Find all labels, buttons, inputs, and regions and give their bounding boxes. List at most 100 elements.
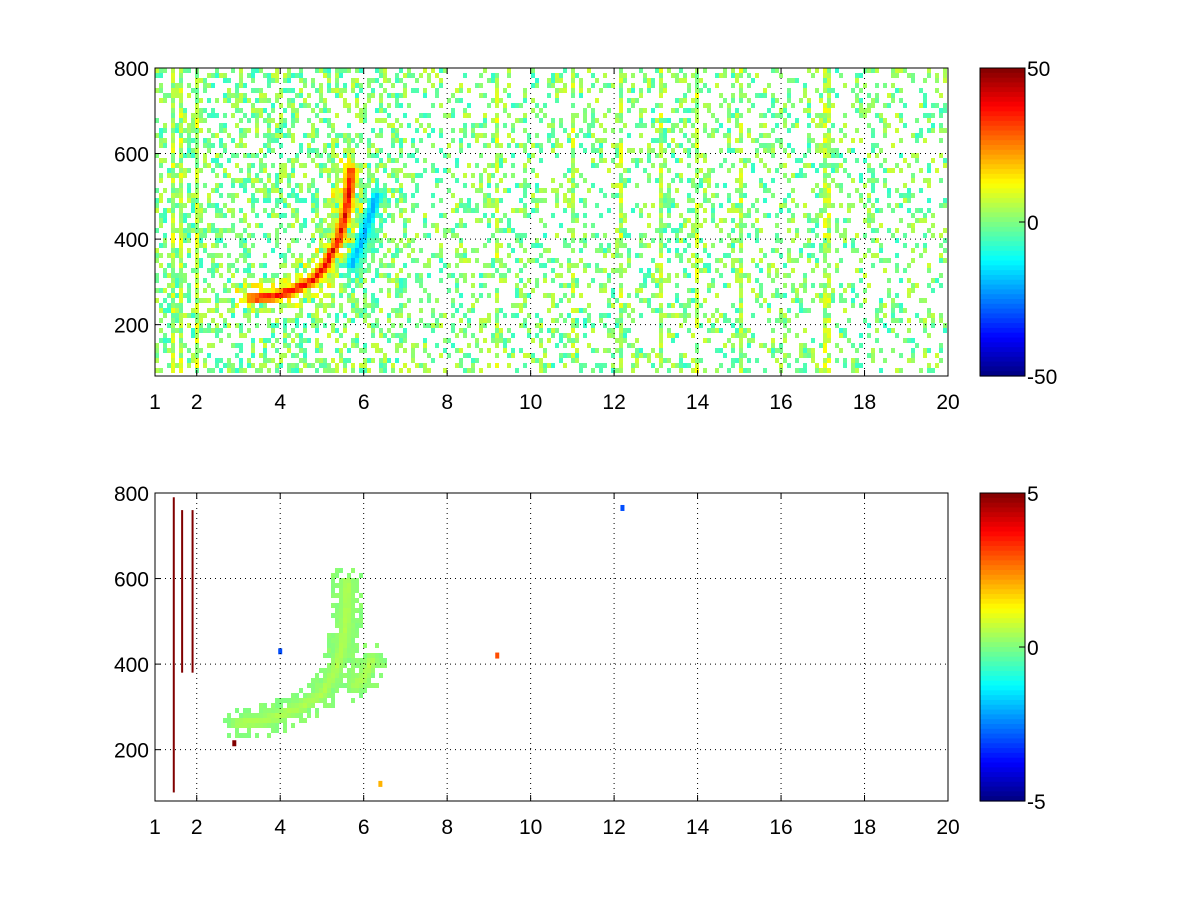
heatmap-cell xyxy=(627,258,631,263)
heatmap-cell xyxy=(483,143,487,148)
heatmap-cell xyxy=(851,283,855,288)
heatmap-cell xyxy=(787,193,791,198)
heatmap-cell xyxy=(747,338,751,343)
heatmap-cell xyxy=(235,153,239,158)
heatmap-cell xyxy=(359,263,363,268)
heatmap-cell xyxy=(727,138,731,143)
heatmap-cell xyxy=(187,228,191,233)
heatmap-cell xyxy=(675,203,679,208)
heatmap-cell xyxy=(791,238,795,243)
heatmap-cell xyxy=(347,68,351,73)
heatmap-cell xyxy=(835,148,839,153)
heatmap-cell xyxy=(459,243,463,248)
heatmap-cell xyxy=(931,233,935,238)
heatmap-cell xyxy=(767,133,771,138)
heatmap-cell xyxy=(695,253,699,258)
heatmap-cell xyxy=(191,153,195,158)
heatmap-cell xyxy=(191,358,195,363)
heatmap-cell xyxy=(791,218,795,223)
heatmap-cell xyxy=(351,168,355,173)
heatmap-cell xyxy=(619,138,623,143)
heatmap-cell xyxy=(843,133,847,138)
heatmap-cell xyxy=(299,688,303,693)
heatmap-cell xyxy=(351,683,355,688)
heatmap-cell xyxy=(895,303,899,308)
heatmap-cell xyxy=(367,183,371,188)
heatmap-cell xyxy=(291,108,295,113)
heatmap-cell xyxy=(163,98,167,103)
heatmap-cell xyxy=(255,113,259,118)
heatmap-cell xyxy=(451,93,455,98)
heatmap-cell xyxy=(883,133,887,138)
heatmap-cell xyxy=(163,213,167,218)
heatmap-cell xyxy=(327,638,331,643)
heatmap-cell xyxy=(311,283,315,288)
heatmap-cell xyxy=(371,293,375,298)
heatmap-cell xyxy=(547,83,551,88)
heatmap-cell xyxy=(163,123,167,128)
heatmap-cell xyxy=(355,163,359,168)
heatmap-cell xyxy=(423,158,427,163)
heatmap-cell xyxy=(359,113,363,118)
heatmap-cell xyxy=(747,73,751,78)
heatmap-cell xyxy=(183,138,187,143)
heatmap-cell xyxy=(347,123,351,128)
heatmap-cell xyxy=(663,358,667,363)
heatmap-cell xyxy=(195,283,199,288)
heatmap-cell xyxy=(307,93,311,98)
heatmap-cell xyxy=(343,103,347,108)
heatmap-cell xyxy=(743,368,747,373)
heatmap-cell xyxy=(207,148,211,153)
heatmap-cell xyxy=(327,158,331,163)
heatmap-cell xyxy=(603,253,607,258)
heatmap-cell xyxy=(359,348,363,353)
heatmap-cell xyxy=(871,68,875,73)
heatmap-cell xyxy=(295,368,299,373)
heatmap-cell xyxy=(359,313,363,318)
heatmap-cell xyxy=(763,183,767,188)
heatmap-cell xyxy=(555,203,559,208)
heatmap-cell xyxy=(239,718,243,723)
heatmap-cell xyxy=(931,213,935,218)
heatmap-cell xyxy=(915,208,919,213)
heatmap-cell xyxy=(431,203,435,208)
heatmap-cell xyxy=(719,218,723,223)
heatmap-cell xyxy=(807,148,811,153)
heatmap-cell xyxy=(523,283,527,288)
heatmap-cell xyxy=(355,168,359,173)
heatmap-cell xyxy=(539,118,543,123)
heatmap-cell xyxy=(275,68,279,73)
heatmap-cell xyxy=(275,363,279,368)
heatmap-cell xyxy=(295,118,299,123)
heatmap-cell xyxy=(159,83,163,88)
heatmap-cell xyxy=(667,213,671,218)
heatmap-cell xyxy=(259,263,263,268)
heatmap-cell xyxy=(355,258,359,263)
heatmap-cell xyxy=(347,298,351,303)
heatmap-cell xyxy=(571,158,575,163)
heatmap-cell xyxy=(711,193,715,198)
heatmap-cell xyxy=(275,203,279,208)
heatmap-cell xyxy=(167,253,171,258)
heatmap-cell xyxy=(247,173,251,178)
heatmap-cell xyxy=(187,213,191,218)
heatmap-cell xyxy=(575,213,579,218)
heatmap-cell xyxy=(911,78,915,83)
heatmap-cell xyxy=(835,168,839,173)
heatmap-cell xyxy=(251,183,255,188)
heatmap-cell xyxy=(503,103,507,108)
heatmap-cell xyxy=(771,153,775,158)
heatmap-cell xyxy=(659,223,663,228)
heatmap-cell xyxy=(215,173,219,178)
heatmap-cell xyxy=(851,238,855,243)
heatmap-cell xyxy=(771,353,775,358)
heatmap-cell xyxy=(863,108,867,113)
heatmap-cell xyxy=(395,293,399,298)
heatmap-cell xyxy=(543,293,547,298)
heatmap-cell xyxy=(327,143,331,148)
heatmap-cell xyxy=(651,293,655,298)
heatmap-cell xyxy=(275,73,279,78)
heatmap-cell xyxy=(335,113,339,118)
heatmap-cell xyxy=(363,308,367,313)
heatmap-cell xyxy=(219,298,223,303)
